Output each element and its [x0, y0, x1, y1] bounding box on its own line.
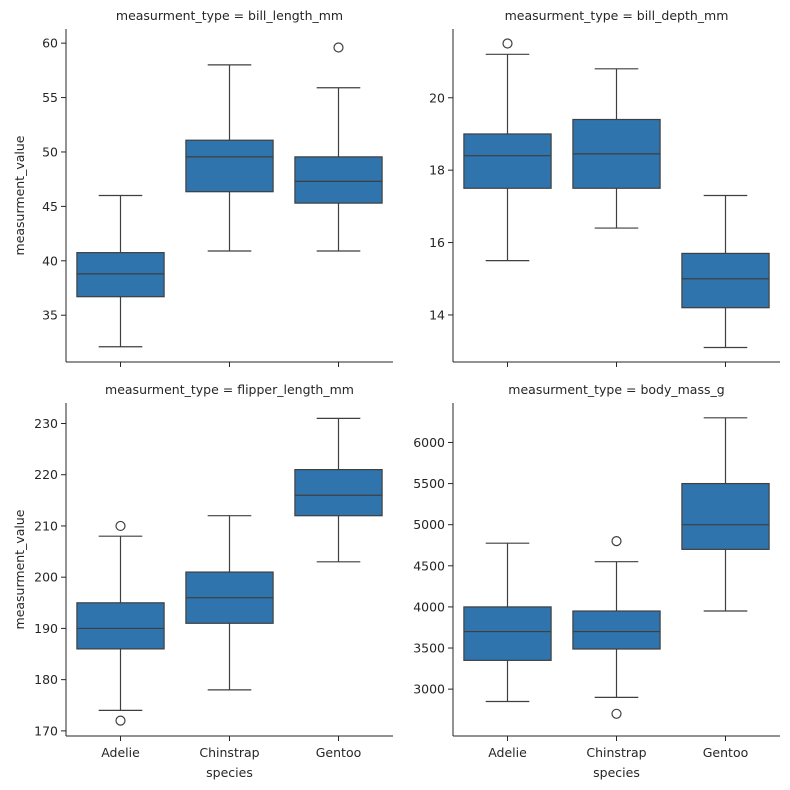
y-tick-label: 6000 — [413, 435, 445, 450]
panel-title: measurment_type = bill_length_mm — [116, 8, 343, 23]
panel-1: measurment_type = bill_length_mm 35 40 45 50… — [12, 8, 393, 367]
x-tick-label: Chinstrap — [199, 745, 259, 760]
box-gentoo — [294, 42, 383, 252]
iqr-box — [463, 133, 552, 189]
box-gentoo — [681, 194, 770, 349]
y-tick-label: 180 — [34, 672, 58, 687]
y-tick-label: 220 — [34, 467, 58, 482]
box-adelie — [463, 542, 552, 703]
y-tick-label: 190 — [34, 621, 58, 636]
x-axis-label: species — [593, 765, 640, 780]
y-tick-label: 14 — [429, 307, 445, 322]
y-tick-label: 45 — [42, 199, 58, 214]
y-axis-label: measurment_value — [12, 509, 27, 629]
box-adelie — [463, 38, 552, 262]
y-tick-label: 20 — [429, 90, 445, 105]
iqr-box — [463, 606, 552, 661]
x-tick-label: Gentoo — [703, 745, 749, 760]
y-tick-label: 230 — [34, 416, 58, 431]
y-tick-label: 35 — [42, 308, 58, 323]
outlier-point — [115, 715, 126, 726]
iqr-box — [294, 156, 383, 204]
iqr-box — [185, 139, 274, 193]
box-chinstrap — [185, 515, 274, 691]
y-tick-label: 210 — [34, 518, 58, 533]
y-tick-label: 200 — [34, 570, 58, 585]
outlier-point — [115, 520, 126, 532]
y-tick-label: 60 — [42, 36, 58, 51]
y-tick-label: 170 — [34, 723, 58, 738]
y-tick-label: 18 — [429, 163, 445, 178]
iqr-box — [294, 469, 383, 517]
x-tick-label: Gentoo — [316, 745, 362, 760]
y-tick-label: 40 — [42, 253, 58, 268]
y-tick-label: 3000 — [413, 682, 445, 697]
outlier-point — [611, 708, 622, 719]
box-adelie — [76, 520, 165, 726]
panel-title: measurment_type = bill_depth_mm — [505, 8, 729, 23]
x-tick-label: Adelie — [488, 745, 527, 760]
panel-title: measurment_type = flipper_length_mm — [105, 382, 354, 397]
outlier-point — [502, 38, 513, 49]
y-tick-label: 5500 — [413, 476, 445, 491]
iqr-box — [76, 602, 165, 650]
box-adelie — [76, 194, 165, 348]
outlier-point — [333, 42, 344, 53]
box-chinstrap — [572, 68, 661, 229]
y-tick-label: 3500 — [413, 641, 445, 656]
box-gentoo — [294, 417, 383, 563]
x-axis-label: species — [206, 765, 253, 780]
panel-2: measurment_type = bill_depth_mm 14 16 18 20 — [429, 8, 780, 367]
panel-3: measurment_type = flipper_length_mm 170 18… — [12, 382, 393, 780]
iqr-box — [76, 252, 165, 298]
y-tick-label: 5000 — [413, 517, 445, 532]
iqr-box — [681, 252, 770, 309]
box-gentoo — [681, 417, 770, 612]
x-tick-label: Chinstrap — [586, 745, 646, 760]
iqr-box — [572, 610, 661, 650]
y-tick-label: 4000 — [413, 599, 445, 614]
panel-4: measurment_type = body_mass_g 3000 3500 400… — [413, 382, 780, 780]
y-tick-label: 4500 — [413, 558, 445, 573]
y-axis-label: measurment_value — [12, 135, 27, 255]
iqr-box — [681, 482, 770, 550]
box-chinstrap — [572, 536, 661, 719]
y-tick-label: 55 — [42, 90, 58, 105]
outlier-point — [611, 536, 622, 547]
y-tick-label: 50 — [42, 144, 58, 159]
x-tick-label: Adelie — [101, 745, 140, 760]
box-chinstrap — [185, 64, 274, 252]
panel-title: measurment_type = body_mass_g — [508, 382, 724, 397]
y-tick-label: 16 — [429, 235, 445, 250]
